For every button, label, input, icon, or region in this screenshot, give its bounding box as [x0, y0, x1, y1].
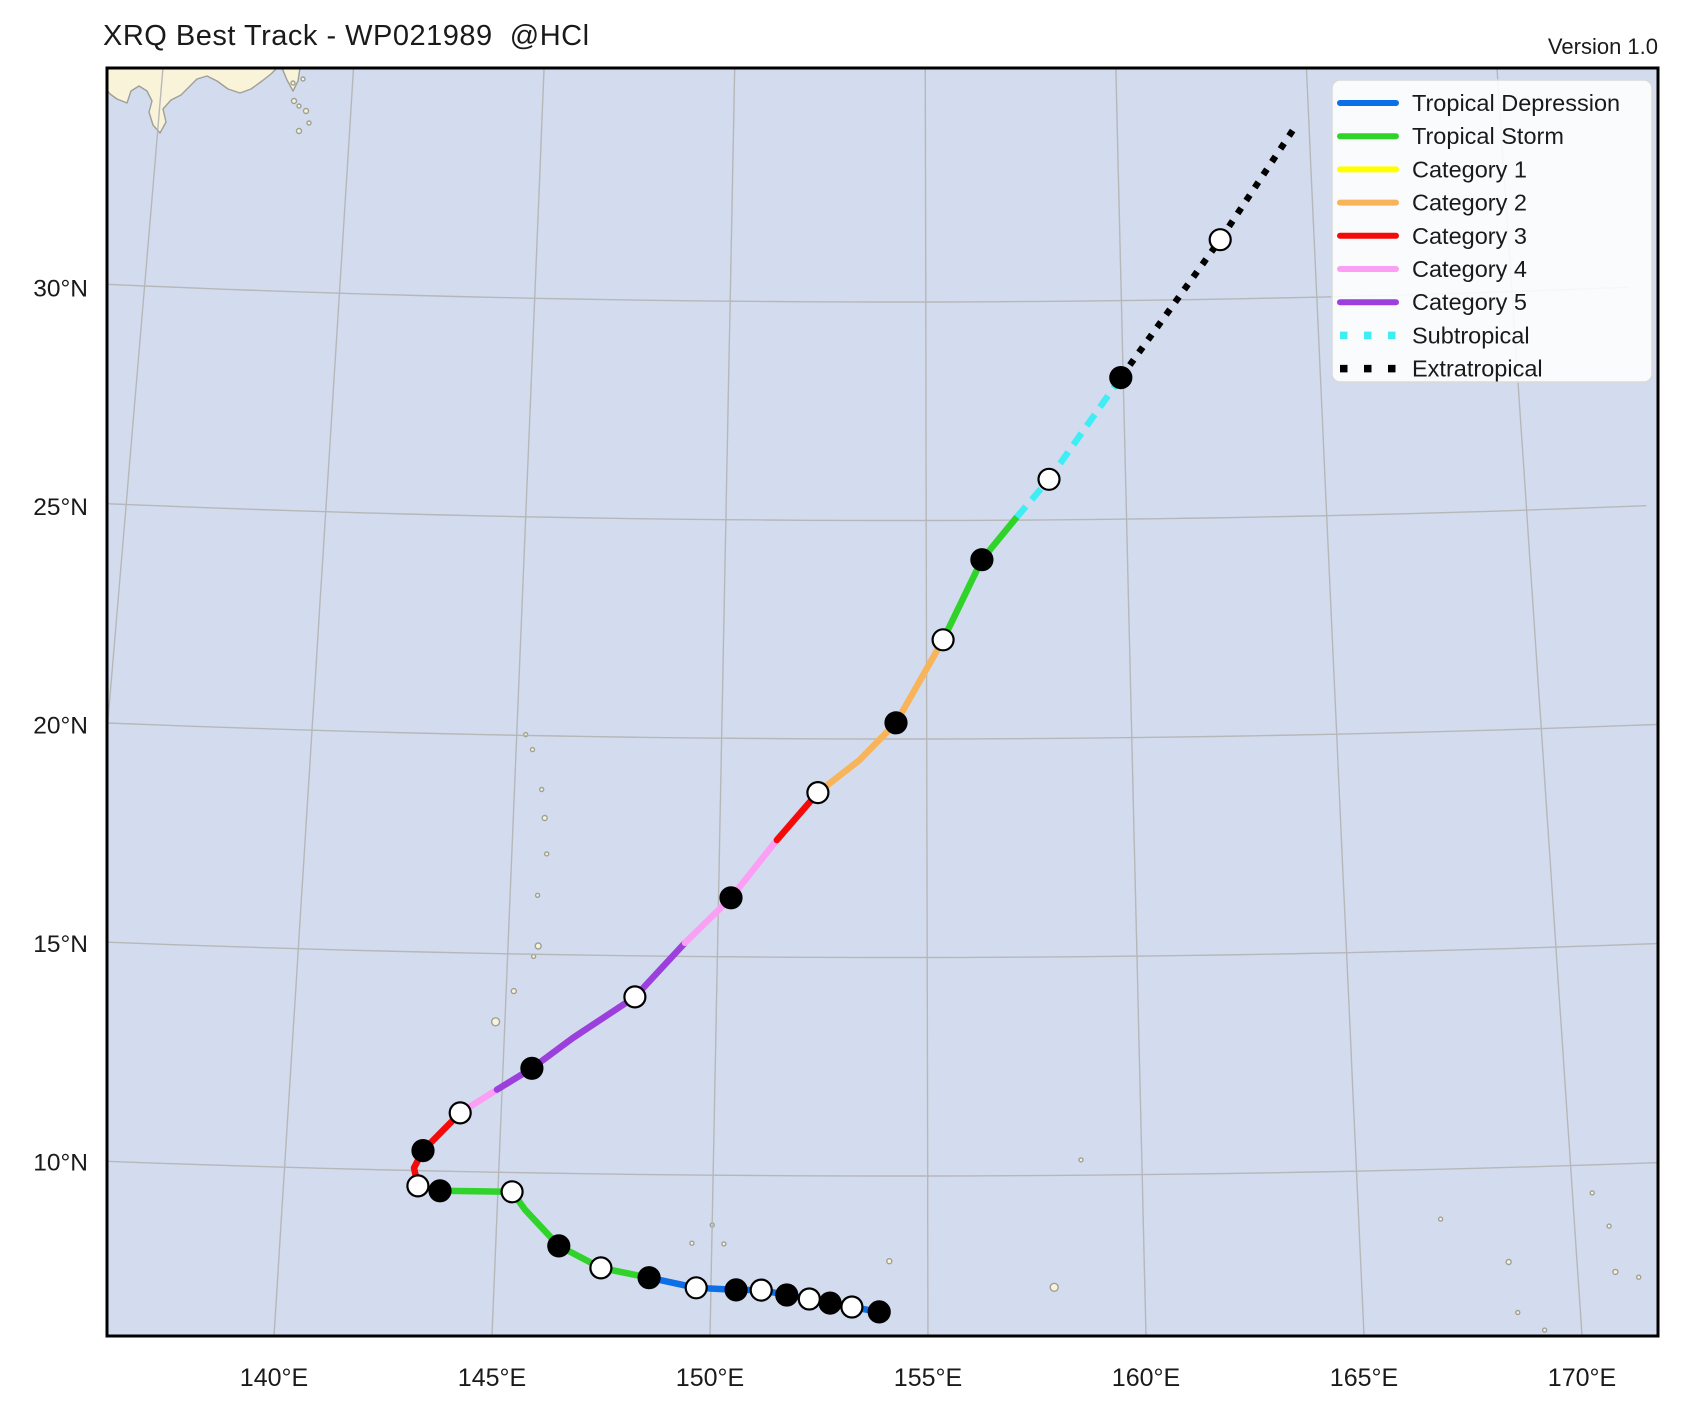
legend-label: Extratropical: [1412, 356, 1543, 382]
map-inner: [107, 68, 1658, 1336]
island: [1049, 1282, 1059, 1293]
island: [1612, 1268, 1619, 1276]
track-point-black: [818, 1291, 842, 1315]
x-tick-label: 165°E: [1330, 1364, 1398, 1392]
island: [886, 1257, 893, 1265]
x-tick-label: 145°E: [458, 1364, 526, 1392]
legend-label: Category 3: [1412, 223, 1527, 249]
x-tick-label: 150°E: [676, 1364, 744, 1392]
track-point-white: [840, 1295, 864, 1319]
y-tick-label: 25°N: [33, 494, 88, 521]
island: [290, 80, 296, 86]
y-tick-label: 20°N: [33, 713, 88, 740]
track-point-black: [719, 886, 743, 910]
track-segment-c2: [814, 636, 947, 796]
island: [721, 1241, 727, 1247]
track-segment-c5: [493, 939, 689, 1093]
map-border: [105, 66, 1660, 1338]
island: [1589, 1190, 1595, 1196]
parallel-line: [107, 722, 1658, 740]
island: [300, 76, 306, 82]
island: [689, 1240, 695, 1246]
island: [302, 107, 310, 115]
island: [1541, 1327, 1548, 1333]
track-point-white: [806, 780, 830, 805]
parallel-line: [107, 502, 1647, 522]
x-tick-label: 170°E: [1548, 1364, 1616, 1392]
island: [306, 120, 312, 126]
track-point-white: [406, 1174, 430, 1198]
legend-box: [1331, 79, 1653, 383]
land: [107, 68, 1642, 1333]
island: [1606, 1223, 1612, 1229]
legend-label: Tropical Depression: [1412, 90, 1620, 116]
track-point-black: [637, 1266, 661, 1290]
island: [510, 987, 517, 995]
track-point-white: [589, 1256, 613, 1280]
page-title: XRQ Best Track - WP021989 @HCl: [103, 20, 590, 52]
y-tick-label: 30°N: [33, 276, 88, 303]
landmass: [107, 68, 278, 134]
legend-label: Category 5: [1412, 289, 1527, 315]
island: [539, 786, 545, 793]
island: [295, 127, 303, 135]
legend-label: Subtropical: [1412, 322, 1530, 348]
island: [541, 814, 548, 822]
track-point-black: [411, 1138, 435, 1163]
legend: Tropical Depression Tropical Storm Categor…: [1331, 79, 1653, 383]
y-tick-label: 15°N: [33, 931, 88, 958]
track-point-white: [931, 628, 955, 652]
island: [529, 746, 536, 753]
version-label: Version 1.0: [1547, 34, 1658, 59]
island: [530, 953, 537, 960]
x-axis-labels: 140°E 145°E 150°E 155°E 160°E 165°E 170°E: [240, 1364, 1616, 1392]
track-point-black: [547, 1234, 571, 1258]
legend-label: Category 4: [1412, 256, 1527, 282]
island: [296, 103, 302, 109]
island: [1635, 1274, 1642, 1280]
track-point-white: [1037, 467, 1061, 491]
legend-label: Tropical Storm: [1412, 123, 1564, 149]
track-point-black: [884, 711, 908, 735]
island: [544, 851, 550, 857]
island: [1505, 1258, 1512, 1266]
parallel-line: [107, 1160, 1658, 1177]
track-markers: [406, 228, 1232, 1324]
track-point-black: [724, 1278, 748, 1302]
island: [1515, 1309, 1521, 1316]
island: [534, 892, 541, 898]
track-point-black: [1109, 366, 1133, 390]
track-point-black: [520, 1056, 544, 1080]
track-point-black: [867, 1300, 891, 1324]
track-point-black: [970, 548, 994, 572]
landmass: [281, 68, 301, 92]
x-tick-label: 140°E: [240, 1364, 308, 1392]
track-point-white: [684, 1276, 708, 1300]
legend-label: Category 1: [1412, 156, 1527, 182]
x-tick-label: 160°E: [1112, 1364, 1180, 1392]
y-tick-label: 10°N: [33, 1150, 88, 1177]
track-point-white: [448, 1101, 472, 1125]
island: [490, 1017, 501, 1027]
y-axis-labels: 10°N 15°N 20°N 25°N 30°N: [33, 276, 88, 1177]
track-point-white: [749, 1278, 773, 1302]
track-point-black: [775, 1283, 799, 1307]
island: [1078, 1157, 1084, 1163]
track-point-white: [797, 1287, 821, 1311]
track-point-black: [428, 1179, 452, 1203]
island: [534, 942, 542, 950]
parallel-line: [107, 941, 1658, 959]
legend-label: Category 2: [1412, 190, 1527, 216]
island: [1437, 1216, 1444, 1222]
track-point-white: [623, 985, 647, 1009]
x-tick-label: 155°E: [894, 1364, 962, 1392]
island: [290, 97, 298, 105]
graticule: [107, 68, 1658, 1336]
track-point-white: [500, 1180, 524, 1204]
track-point-white: [1208, 228, 1232, 252]
